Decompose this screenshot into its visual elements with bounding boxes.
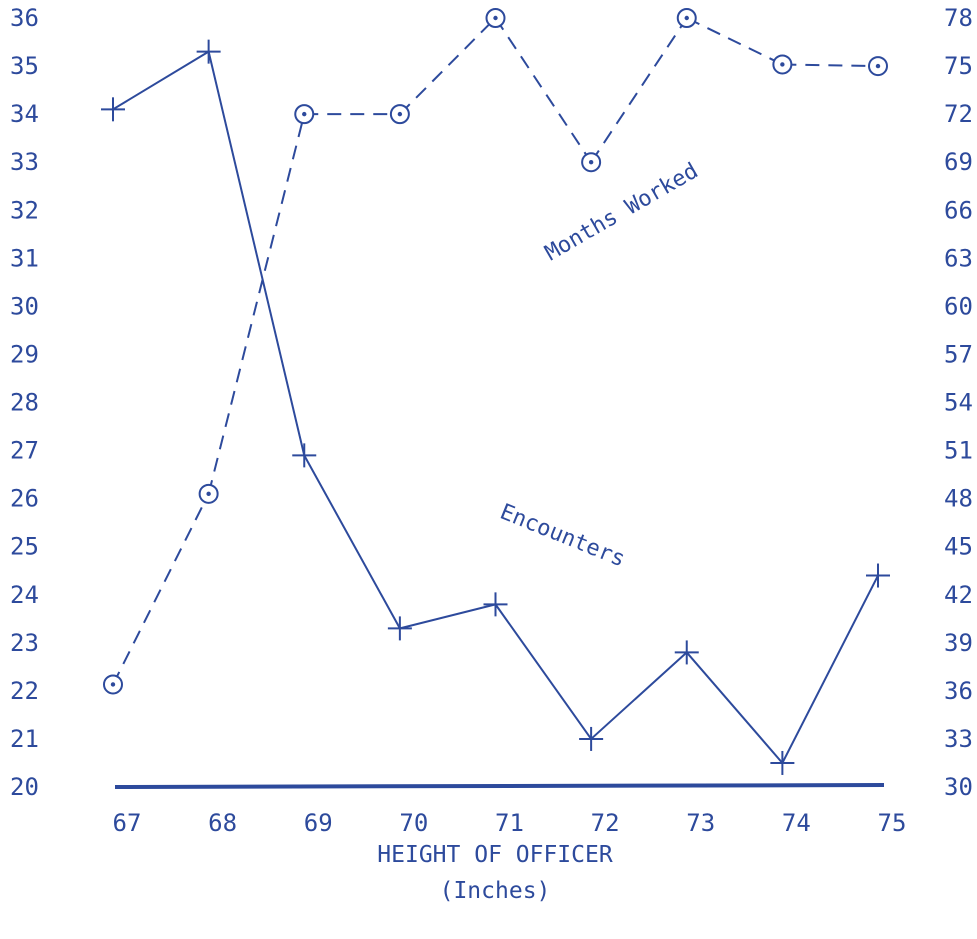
data-point-encounters: [196, 39, 221, 64]
x-tick-label: 74: [782, 809, 811, 837]
x-tick-label: 70: [399, 809, 428, 837]
data-point-encounters: [674, 640, 699, 665]
series-label-encounters: Encounters: [496, 500, 628, 573]
data-point-months-worked: [772, 54, 793, 75]
circle-marker-dot: [875, 63, 881, 69]
left-tick-label: 29: [10, 340, 39, 368]
data-point-encounters: [101, 97, 125, 122]
left-tick-label: 32: [10, 196, 39, 224]
left-tick-label: 28: [10, 389, 39, 417]
series-line-segment-encounters: [494, 603, 592, 740]
left-tick-label: 26: [10, 485, 39, 513]
right-tick-label: 54: [944, 389, 973, 417]
right-tick-label: 57: [944, 340, 973, 368]
series-line-segment-months-worked: [112, 493, 210, 685]
series-line-segment-encounters: [399, 603, 496, 630]
data-point-months-worked: [198, 483, 219, 504]
circle-marker-dot: [302, 111, 307, 117]
x-tick-label: 71: [495, 809, 524, 837]
series-line-segment-encounters: [590, 651, 688, 740]
x-tick-label: 69: [304, 809, 333, 837]
right-tick-label: 51: [944, 437, 973, 465]
series-line-segment-encounters: [685, 651, 784, 764]
left-tick-label: 23: [10, 629, 39, 657]
right-tick-label: 60: [944, 292, 973, 320]
data-point-months-worked: [868, 56, 888, 77]
right-tick-label: 36: [944, 677, 973, 705]
data-point-encounters: [292, 443, 317, 468]
data-point-months-worked: [389, 104, 410, 125]
x-tick-label: 72: [591, 809, 620, 837]
right-tick-label: 33: [944, 725, 973, 753]
right-tick-label: 63: [944, 244, 973, 272]
circle-marker-dot: [684, 15, 689, 21]
right-tick-label: 66: [944, 196, 973, 224]
data-point-months-worked: [676, 8, 697, 28]
right-tick-label: 48: [944, 485, 973, 513]
right-tick-label: 75: [944, 52, 973, 80]
circle-marker-dot: [780, 62, 785, 67]
right-tick-label: 30: [944, 773, 973, 801]
left-tick-label: 34: [10, 100, 39, 128]
series-line-segment-encounters: [207, 51, 306, 456]
series-markers: [101, 8, 890, 775]
circle-marker-dot: [206, 491, 211, 497]
circle-marker-dot: [397, 111, 403, 117]
series-line-segment-encounters: [781, 575, 879, 764]
data-point-encounters: [483, 592, 508, 617]
series-line-segment-months-worked: [399, 17, 497, 115]
data-point-months-worked: [581, 152, 602, 173]
x-tick-label: 68: [208, 809, 237, 837]
series-line-segment-months-worked: [782, 63, 879, 68]
series-line-segment-months-worked: [207, 113, 306, 495]
left-tick-label: 33: [10, 148, 39, 176]
left-tick-label: 27: [10, 437, 39, 465]
series-line-segment-months-worked: [686, 17, 783, 66]
circle-marker-dot: [110, 682, 116, 687]
right-tick-label: 45: [944, 533, 973, 561]
left-tick-label: 24: [10, 581, 39, 609]
right-tick-label: 72: [944, 100, 973, 128]
right-tick-label: 39: [944, 629, 973, 657]
data-point-months-worked: [103, 674, 123, 695]
x-axis-title: HEIGHT OF OFFICER: [377, 842, 613, 868]
data-point-encounters: [579, 726, 604, 751]
left-tick-label: 25: [10, 533, 39, 561]
left-tick-label: 20: [10, 773, 39, 801]
x-axis-baseline: [114, 783, 885, 789]
data-point-encounters: [387, 616, 412, 641]
x-tick-label: 73: [686, 809, 715, 837]
circle-marker-dot: [493, 15, 498, 21]
right-axis-ticks: 30 33 36 39 42 45 48 51 54 57 60 63 66 69 72 75 78: [944, 4, 973, 801]
x-tick-label: 67: [113, 809, 142, 837]
left-tick-label: 30: [10, 292, 39, 320]
data-point-encounters: [866, 563, 890, 588]
left-tick-label: 35: [10, 52, 39, 80]
left-tick-label: 22: [10, 677, 39, 705]
series-lines: [112, 17, 879, 764]
left-axis-ticks: 20 21 22 23 24 25 26 27 28 29 30 31 32 33 34 35 36: [10, 4, 39, 801]
left-tick-label: 21: [10, 725, 39, 753]
right-tick-label: 78: [944, 4, 973, 32]
right-tick-label: 69: [944, 148, 973, 176]
series-line-segment-encounters: [303, 454, 401, 629]
series-line-segment-months-worked: [494, 17, 592, 163]
data-point-encounters: [770, 750, 795, 775]
left-tick-label: 36: [10, 4, 39, 32]
series-line-segment-encounters: [112, 50, 210, 111]
right-tick-label: 42: [944, 581, 973, 609]
x-axis-subtitle: (Inches): [440, 878, 551, 904]
series-label-months-worked: Months Worked: [541, 158, 703, 266]
x-axis-ticks: 67 68 69 70 71 72 73 74 75: [113, 809, 907, 837]
circle-marker-dot: [588, 159, 594, 165]
data-point-months-worked: [485, 8, 506, 28]
x-tick-label: 75: [878, 809, 907, 837]
data-point-months-worked: [294, 104, 315, 125]
series-line-segment-months-worked: [590, 17, 688, 163]
left-tick-label: 31: [10, 244, 39, 272]
